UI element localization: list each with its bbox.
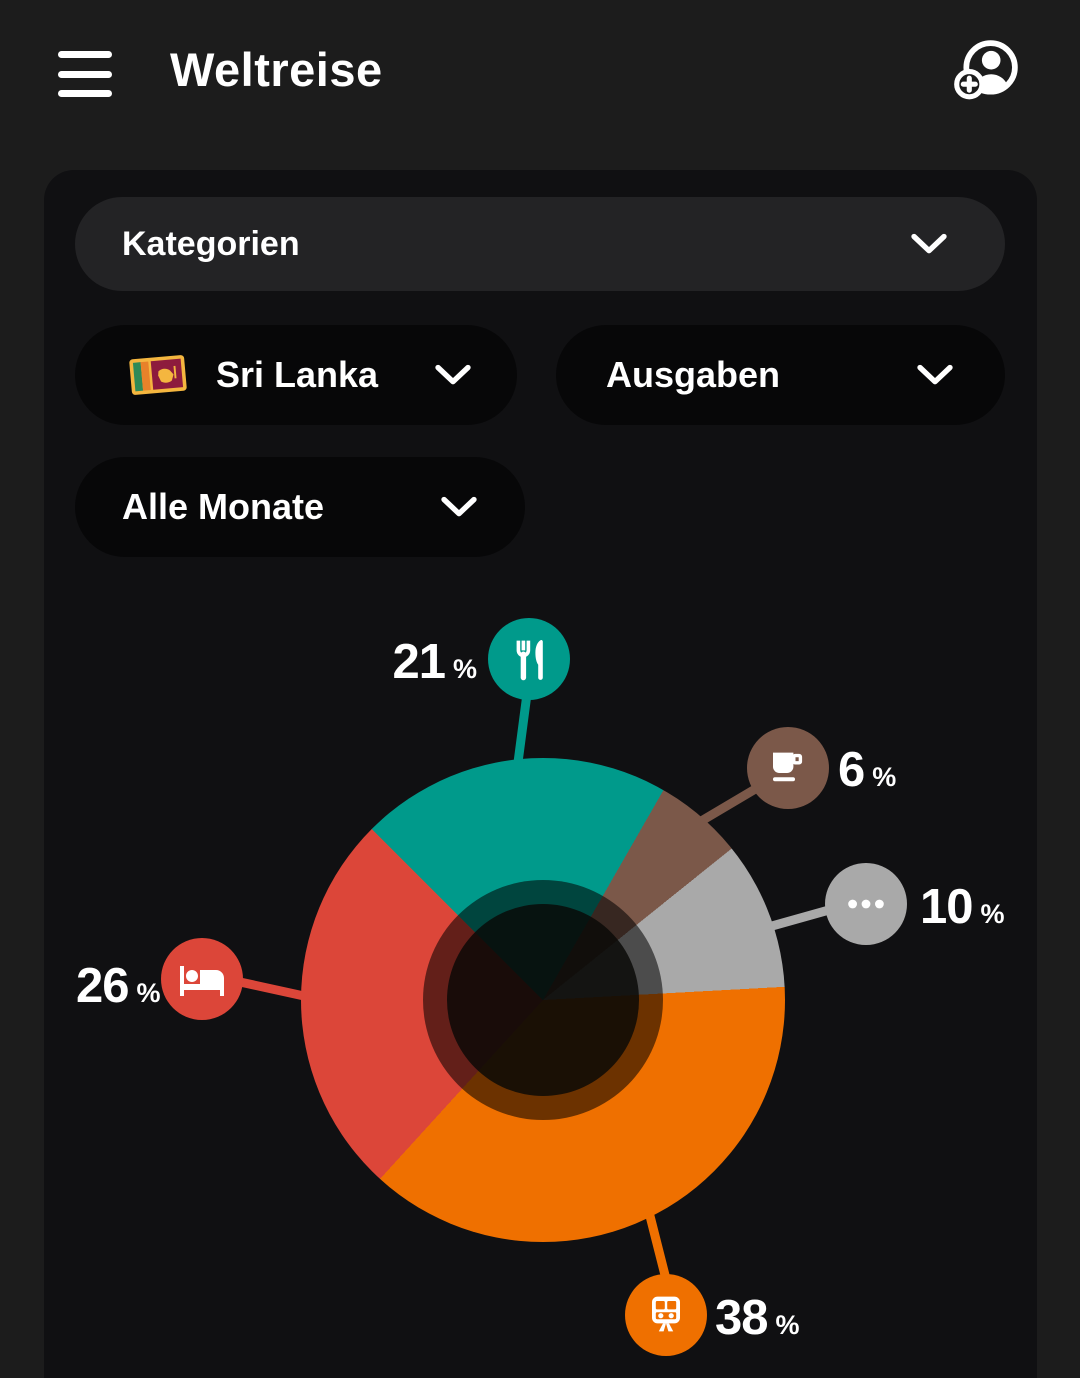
- month-dropdown[interactable]: Alle Monate: [75, 457, 525, 557]
- chevron-down-icon: [917, 364, 953, 385]
- hamburger-icon: [58, 70, 112, 78]
- train-icon: [652, 1296, 680, 1332]
- leader-line: [767, 905, 834, 931]
- sri-lanka-flag-icon: [129, 355, 187, 395]
- leader-line: [235, 977, 309, 1001]
- percent-value: 38: [715, 1291, 769, 1345]
- more-icon: [848, 899, 884, 909]
- train-percent-label: 38 %: [715, 1290, 800, 1346]
- country-dropdown[interactable]: Sri Lanka: [75, 325, 517, 425]
- page-title: Weltreise: [170, 43, 383, 96]
- coffee-bubble: [747, 727, 829, 809]
- hamburger-icon: [58, 51, 112, 58]
- leader-line: [645, 1211, 672, 1288]
- person-add-icon: [954, 40, 1018, 100]
- add-user-button[interactable]: [946, 30, 1028, 112]
- donut-pie[interactable]: [301, 758, 785, 1242]
- percent-value: 21: [392, 635, 446, 689]
- chevron-down-icon: [441, 496, 477, 517]
- percent-sign: %: [872, 762, 897, 792]
- percent-sign: %: [980, 899, 1005, 929]
- country-dropdown-label: Sri Lanka: [216, 354, 379, 395]
- coffee-percent-label: 6 %: [838, 742, 896, 798]
- expense-type-dropdown-label: Ausgaben: [606, 354, 781, 395]
- percent-sign: %: [136, 978, 161, 1008]
- chevron-down-icon: [911, 233, 947, 254]
- bed-bubble: [161, 938, 243, 1020]
- menu-button[interactable]: [58, 51, 112, 97]
- percent-sign: %: [775, 1310, 800, 1340]
- chevron-down-icon: [435, 364, 471, 385]
- hamburger-icon: [58, 90, 112, 97]
- percent-value: 10: [920, 880, 974, 934]
- coffee-icon: [773, 752, 803, 782]
- expense-type-dropdown[interactable]: Ausgaben: [556, 325, 1005, 425]
- percent-value: 26: [76, 959, 130, 1013]
- month-dropdown-label: Alle Monate: [122, 486, 325, 527]
- train-bubble: [625, 1274, 707, 1356]
- bed-percent-label: 26 %: [76, 958, 161, 1014]
- category-dropdown-label: Kategorien: [122, 224, 300, 263]
- restaurant-percent-label: 21 %: [392, 634, 477, 690]
- leader-line: [698, 783, 762, 825]
- percent-sign: %: [452, 654, 477, 684]
- percent-value: 6: [838, 743, 865, 797]
- bed-icon: [180, 966, 224, 996]
- more-bubble: [825, 863, 907, 945]
- restaurant-icon: [516, 639, 543, 681]
- more-percent-label: 10 %: [920, 879, 1005, 935]
- restaurant-bubble: [488, 618, 570, 700]
- leader-line: [512, 689, 532, 775]
- category-dropdown[interactable]: Kategorien: [75, 197, 1005, 291]
